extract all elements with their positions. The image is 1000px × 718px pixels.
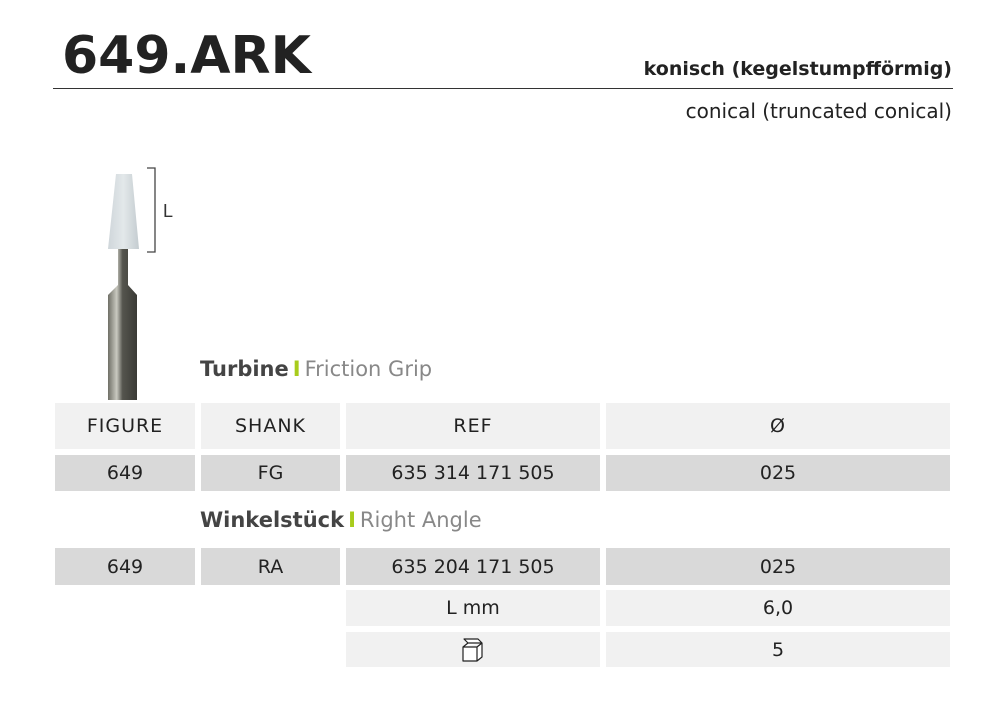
title-divider: [53, 88, 953, 89]
pack-value: 5: [606, 632, 950, 667]
ra-figure: 649: [55, 548, 195, 585]
section-right-angle: Winkelstück I Right Angle: [200, 508, 482, 532]
length-value: 6,0: [606, 590, 950, 626]
section-label: Winkelstück: [200, 508, 345, 532]
shape-german: konisch (kegelstumpfförmig): [643, 58, 952, 80]
section-turbine: Turbine I Friction Grip: [200, 357, 432, 381]
header-ref: REF: [346, 403, 600, 449]
header-figure: FIGURE: [55, 403, 195, 449]
ra-diameter: 025: [606, 548, 950, 585]
ra-ref: 635 204 171 505: [346, 548, 600, 585]
length-label-cell: L mm: [346, 590, 600, 626]
length-label: L: [163, 201, 173, 221]
section-sub: Friction Grip: [304, 357, 433, 381]
pack-label-cell: [346, 632, 600, 667]
header-diameter: Ø: [606, 403, 950, 449]
header-shank: SHANK: [201, 403, 340, 449]
ra-shank: RA: [201, 548, 340, 585]
separator: I: [348, 508, 356, 532]
fg-ref: 635 314 171 505: [346, 455, 600, 491]
product-title: 649.ARK: [62, 26, 311, 86]
section-label: Turbine: [200, 357, 289, 381]
separator: I: [292, 357, 301, 381]
fg-diameter: 025: [606, 455, 950, 491]
fg-shank: FG: [201, 455, 340, 491]
bur-illustration: L: [108, 167, 173, 400]
package-box-icon: [462, 637, 483, 662]
shape-english: conical (truncated conical): [685, 99, 952, 123]
section-sub: Right Angle: [359, 508, 482, 532]
fg-figure: 649: [55, 455, 195, 491]
